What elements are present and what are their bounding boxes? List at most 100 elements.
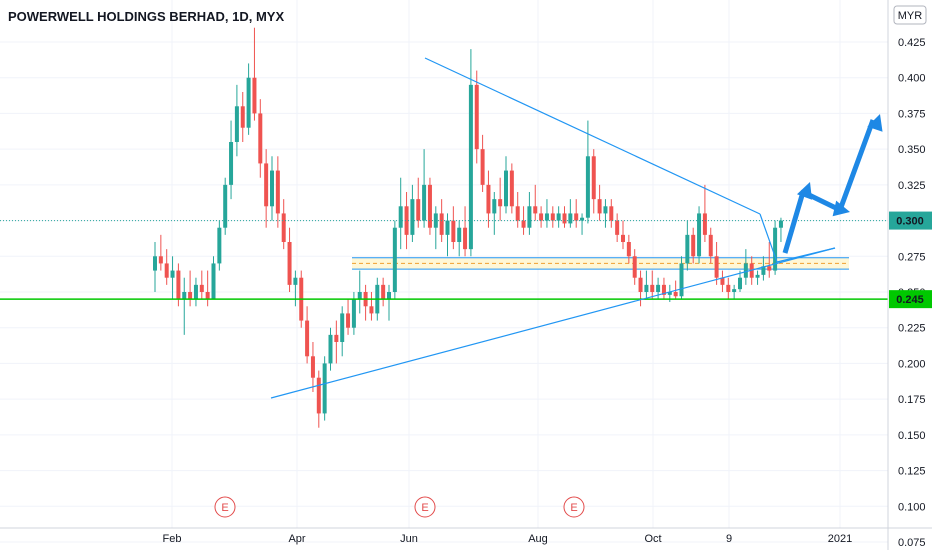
candle-body [574,213,579,221]
earnings-marker-icon [414,496,436,518]
currency-badge [893,5,927,25]
y-tick-label: 0.350 [898,144,926,156]
lower-trendline [270,247,836,399]
earnings-marker-icon [214,496,236,518]
candle-body [691,234,696,257]
candle-body [486,184,491,214]
candle-body [504,170,508,207]
candle-body [550,213,555,221]
candle-body [615,220,620,235]
candle-body [182,292,187,300]
candle-body [580,217,585,221]
candle-body [767,266,772,271]
candle-body [498,199,503,207]
candle-body [556,213,561,221]
y-tick-label: 0.425 [898,37,926,49]
candle-body [644,284,649,292]
candle-body [328,334,333,364]
x-tick-label: Apr [288,533,305,545]
candle-body [673,292,678,297]
candle-body [334,334,339,342]
candle-body [732,289,737,292]
candle-body [626,242,631,257]
earnings-marker-label: E [570,502,577,514]
current-price-tag [889,211,932,230]
y-tick-label: 0.150 [898,430,926,442]
y-tick-label: 0.225 [898,323,926,335]
candle-body [656,284,661,292]
y-tick-label: 0.325 [898,180,926,192]
y-tick-label: 0.275 [898,251,926,263]
candle-body [229,142,234,185]
candle-body [591,156,596,200]
candles [153,27,783,428]
candle-body [597,199,602,214]
chart-title: POWERWELL HOLDINGS BERHAD, 1D, MYX [8,9,284,24]
candle-body [463,227,468,250]
candle-body [726,284,731,292]
candle-body [562,213,567,224]
candle-body [246,77,251,128]
candle-body [451,220,456,242]
candle-body [270,170,274,207]
earnings-marker-label: E [421,502,428,514]
candle-body [544,213,549,221]
candle-body [170,270,175,278]
candle-body [533,206,538,214]
projection-line [759,213,836,263]
candle-body [743,263,748,278]
candle-body [568,213,573,224]
candle-body [603,206,608,214]
candle-body [702,213,707,235]
candle-body [387,292,391,300]
candle-body [778,220,783,228]
candle-body [176,270,181,300]
support-price-tag [889,290,932,309]
candle-body [205,292,210,300]
candle-body [609,206,614,221]
candle-body [287,242,292,285]
candle-body [357,292,362,300]
candle-body [264,163,269,207]
candle-body [164,263,169,278]
projection-arrow-path [782,119,876,254]
earnings-marker-icon [563,496,585,518]
y-tick-label: 0.125 [898,466,926,478]
y-tick-label: 0.200 [898,358,926,370]
candle-body [632,256,637,278]
candle-body [468,84,473,250]
candle-body [439,213,444,235]
upper-trendline [424,57,761,215]
candle-body [392,227,397,292]
candle-body [240,106,245,128]
candle-body [638,277,643,292]
candle-body [211,263,216,300]
arrow-head-icon [796,182,813,200]
candle-body [708,234,713,257]
candle-body [621,234,625,242]
candle-body [515,206,520,221]
candle-body [398,206,403,228]
candle-body [217,227,222,264]
candle-body [316,377,321,414]
candle-body [667,292,672,295]
candle-body [369,306,374,314]
candle-body [153,256,157,271]
earnings-marker-label: E [221,502,228,514]
y-tick-label: 0.375 [898,108,926,120]
candle-body [404,206,409,235]
candle-body [199,284,204,292]
candle-body [258,113,263,164]
candle-body [275,170,280,214]
candle-body [480,149,485,185]
candle-body [422,184,427,221]
candle-body [521,220,526,228]
arrow-head-icon [832,200,850,217]
candle-body [685,234,690,264]
candle-body [310,356,315,378]
candle-body [188,292,193,300]
y-tick-label: 0.400 [898,73,926,85]
